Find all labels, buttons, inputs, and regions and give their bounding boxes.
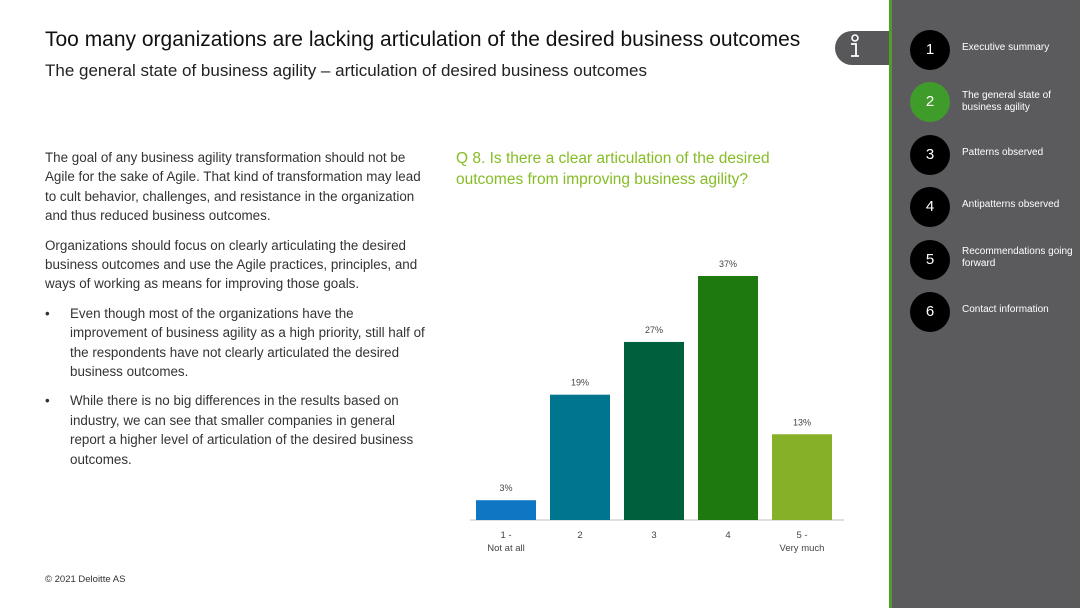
- category-label: 1 -: [500, 530, 511, 541]
- nav-number: 3: [910, 135, 950, 175]
- bar-chart: 3% 1 - Not at all 19% 2 27% 3 37% 4 13% 5 - Very mu…: [470, 259, 844, 554]
- bullet-marker: •: [45, 393, 50, 409]
- data-label: 37%: [719, 259, 737, 269]
- data-label: 13%: [793, 417, 811, 427]
- slide: Too many organizations are lacking artic…: [45, 28, 844, 585]
- category-label: Not at all: [487, 543, 525, 554]
- nav-number: 5: [910, 240, 950, 280]
- nav-label: Patterns observed: [962, 147, 1044, 158]
- nav-item-recommendations[interactable]: 5 Recommendations going forward: [910, 240, 1075, 280]
- nav-number: 6: [910, 292, 950, 332]
- bullet-item: • While there is no big differences in t…: [45, 391, 425, 469]
- nav-number: 2: [910, 82, 950, 122]
- paragraph: Organizations should focus on clearly ar…: [45, 237, 418, 292]
- nav-item-contact[interactable]: 6 Contact information: [910, 292, 1075, 332]
- category-label: 5 -: [796, 530, 807, 541]
- nav-item-executive-summary[interactable]: 1 Executive summary: [910, 30, 1075, 70]
- bar: [698, 276, 758, 520]
- category-label: 3: [651, 530, 656, 541]
- bar: [624, 341, 684, 520]
- nav-label: Executive summary: [962, 42, 1050, 53]
- chart-question: Q 8. Is there a clear articulation of th…: [456, 150, 770, 188]
- bullet-list: • Even though most of the organizations …: [45, 304, 425, 469]
- page-subtitle: The general state of business agility – …: [45, 61, 647, 80]
- body-text: The goal of any business agility transfo…: [45, 148, 425, 479]
- bar: [550, 394, 610, 520]
- bullet-marker: •: [45, 305, 50, 321]
- nav-item-patterns[interactable]: 3 Patterns observed: [910, 135, 1075, 175]
- category-label: 2: [577, 530, 582, 541]
- info-icon: [851, 34, 859, 57]
- nav-item-general-state[interactable]: 2 The general state of business agility: [910, 82, 1075, 122]
- page-title: Too many organizations are lacking artic…: [45, 28, 801, 51]
- nav-label: Recommendations going forward: [962, 246, 1073, 269]
- bar: [772, 434, 832, 520]
- data-label: 27%: [645, 325, 663, 335]
- nav-number: 1: [910, 30, 950, 70]
- sidebar-divider: [889, 0, 892, 608]
- bullet-text: While there is no big differences in the…: [70, 393, 414, 467]
- nav-item-antipatterns[interactable]: 4 Antipatterns observed: [910, 187, 1075, 227]
- copyright: © 2021 Deloitte AS: [45, 574, 126, 585]
- nav-label: The general state of business agility: [962, 90, 1051, 113]
- data-label: 19%: [571, 378, 589, 388]
- bar: [476, 500, 536, 520]
- data-label: 3%: [499, 483, 512, 493]
- nav-number: 4: [910, 187, 950, 227]
- paragraph: The goal of any business agility transfo…: [45, 150, 421, 224]
- bullet-item: • Even though most of the organizations …: [45, 304, 425, 382]
- nav-label: Contact information: [962, 304, 1049, 315]
- sidebar: 1 Executive summary 2 The general state …: [892, 0, 1080, 608]
- nav-label: Antipatterns observed: [962, 199, 1060, 210]
- category-label: 4: [725, 530, 730, 541]
- bullet-text: Even though most of the organizations ha…: [70, 305, 425, 380]
- category-label: Very much: [780, 543, 825, 554]
- info-button[interactable]: [835, 31, 893, 65]
